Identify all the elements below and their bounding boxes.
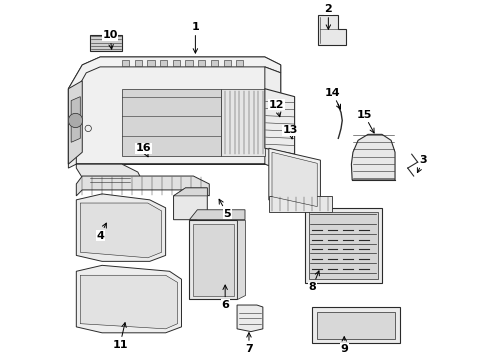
Polygon shape <box>236 60 244 66</box>
Polygon shape <box>147 60 154 66</box>
Polygon shape <box>305 208 382 283</box>
Polygon shape <box>69 57 281 91</box>
Polygon shape <box>223 60 231 66</box>
Polygon shape <box>160 60 167 66</box>
Polygon shape <box>122 89 221 156</box>
Polygon shape <box>76 164 142 188</box>
Polygon shape <box>318 15 346 45</box>
Text: 16: 16 <box>136 143 151 157</box>
Polygon shape <box>190 210 245 220</box>
Polygon shape <box>269 196 332 212</box>
Polygon shape <box>69 67 281 170</box>
Polygon shape <box>351 134 395 180</box>
Polygon shape <box>135 60 142 66</box>
Polygon shape <box>313 307 400 343</box>
Polygon shape <box>173 188 207 196</box>
Polygon shape <box>76 176 209 196</box>
Text: 9: 9 <box>340 337 348 354</box>
Text: 14: 14 <box>324 88 341 109</box>
Polygon shape <box>122 60 129 66</box>
Polygon shape <box>237 305 263 332</box>
Polygon shape <box>185 60 193 66</box>
Polygon shape <box>76 265 181 333</box>
Polygon shape <box>265 89 294 154</box>
Polygon shape <box>237 220 245 299</box>
Polygon shape <box>317 312 395 339</box>
Polygon shape <box>90 35 122 51</box>
Polygon shape <box>272 152 317 207</box>
Polygon shape <box>71 96 80 142</box>
Polygon shape <box>80 203 162 258</box>
Polygon shape <box>69 57 281 168</box>
Text: 5: 5 <box>219 199 231 219</box>
Text: 15: 15 <box>356 109 374 133</box>
Text: 1: 1 <box>192 22 199 53</box>
Text: 6: 6 <box>221 285 229 310</box>
Polygon shape <box>309 212 378 279</box>
Text: 12: 12 <box>269 100 285 117</box>
Text: 10: 10 <box>102 30 118 49</box>
Text: 11: 11 <box>112 323 128 350</box>
Text: 2: 2 <box>324 4 332 29</box>
Text: 13: 13 <box>283 125 298 139</box>
Polygon shape <box>269 148 320 210</box>
Text: 8: 8 <box>309 271 319 292</box>
Polygon shape <box>193 224 234 296</box>
Polygon shape <box>80 275 177 329</box>
Text: 4: 4 <box>96 223 106 240</box>
Polygon shape <box>173 60 180 66</box>
Polygon shape <box>76 194 166 261</box>
Polygon shape <box>173 188 207 220</box>
Circle shape <box>69 113 83 127</box>
Polygon shape <box>221 89 265 156</box>
Text: 7: 7 <box>245 333 253 354</box>
Polygon shape <box>198 60 205 66</box>
Polygon shape <box>190 220 237 299</box>
Text: 3: 3 <box>417 155 427 172</box>
Polygon shape <box>69 81 82 164</box>
Polygon shape <box>211 60 218 66</box>
